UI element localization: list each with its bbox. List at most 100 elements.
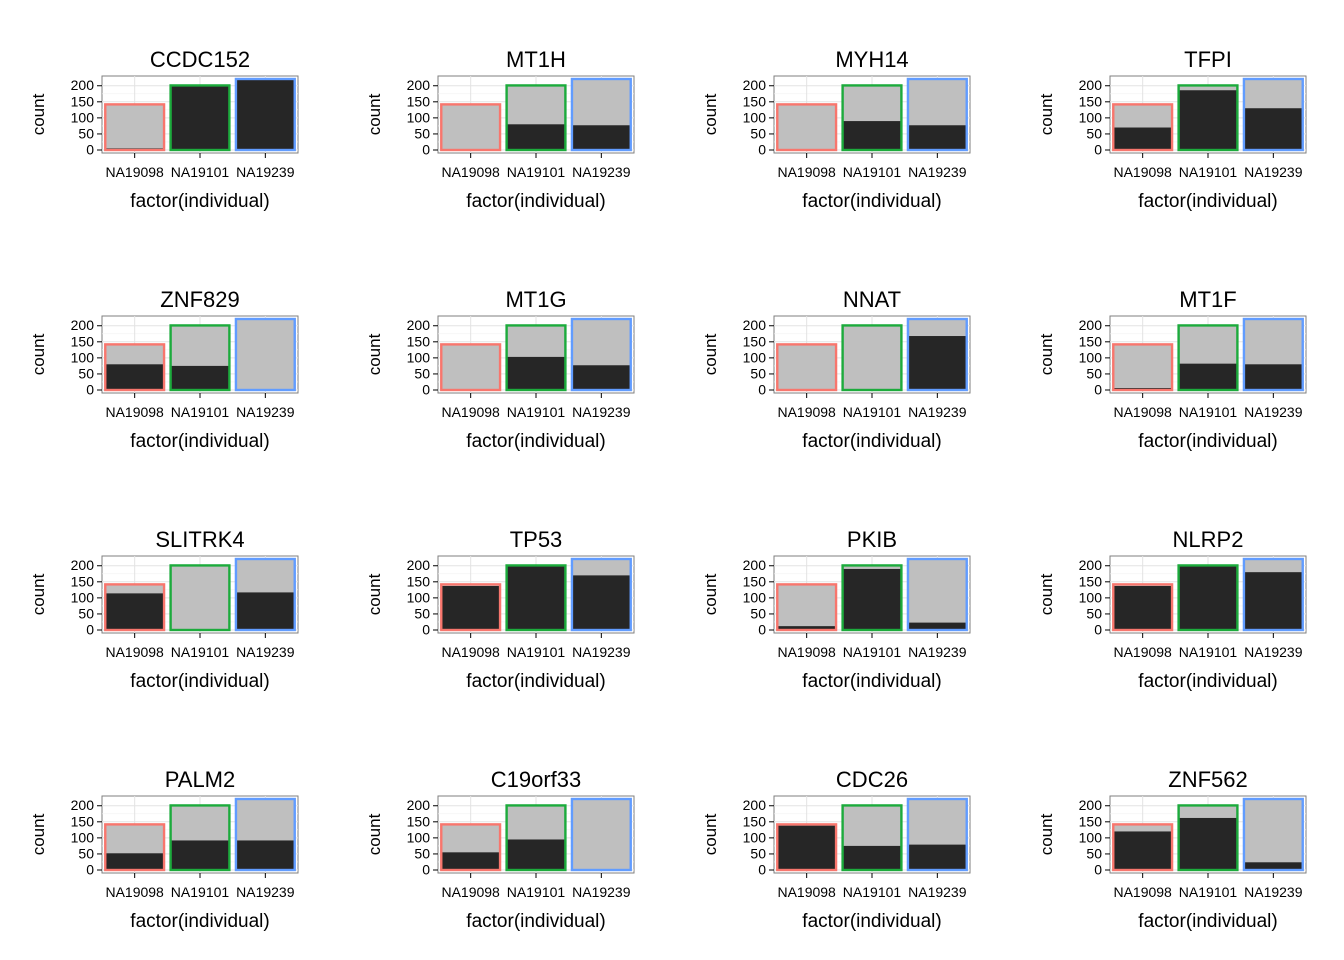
y-tick-label: 200: [407, 797, 431, 813]
bar-outline-na19239: [234, 557, 296, 632]
y-axis-title: count: [701, 573, 720, 615]
y-tick-label: 200: [1079, 797, 1103, 813]
y-axis-title: count: [1037, 333, 1056, 375]
panel-title: CDC26: [836, 767, 908, 792]
y-axis-title: count: [365, 333, 384, 375]
bar-lower-na19101: [170, 85, 230, 150]
bar-lower-na19098: [1113, 585, 1173, 630]
y-tick-label: 100: [1079, 829, 1103, 845]
y-axis-title: count: [365, 813, 384, 855]
x-tick-label: NA19239: [908, 164, 967, 180]
bar-lower-na19101: [1178, 363, 1238, 390]
bar-lower-na19098: [105, 593, 165, 630]
y-tick-label: 150: [407, 333, 431, 349]
bar-outline-na19239: [1242, 317, 1304, 392]
bar-outline-na19098: [440, 583, 502, 632]
bar-lower-na19239: [1243, 862, 1303, 870]
bar-outline-na19098: [104, 343, 166, 392]
x-tick-label: NA19239: [908, 644, 967, 660]
bar-lower-na19239: [1243, 364, 1303, 390]
y-tick-label: 0: [758, 382, 766, 398]
y-axis-title: count: [701, 93, 720, 135]
x-tick-label: NA19098: [1113, 884, 1172, 900]
bar-outline-na19098: [776, 103, 838, 152]
y-tick-label: 0: [86, 622, 94, 638]
y-tick-label: 100: [71, 589, 95, 605]
bar-outline-na19101: [1177, 564, 1239, 632]
panel-title: NLRP2: [1173, 527, 1244, 552]
panel-title: MT1F: [1179, 287, 1236, 312]
y-tick-label: 200: [407, 557, 431, 573]
y-tick-label: 200: [743, 797, 767, 813]
y-tick-label: 0: [86, 862, 94, 878]
bar-outline-na19098: [104, 103, 166, 152]
bar-lower-na19098: [105, 853, 165, 870]
x-tick-label: NA19239: [572, 164, 631, 180]
bar-outline-na19098: [1112, 343, 1174, 392]
y-tick-label: 0: [422, 382, 430, 398]
panel-title: MT1H: [506, 47, 566, 72]
x-tick-label: NA19098: [777, 644, 836, 660]
x-tick-label: NA19101: [507, 404, 566, 420]
y-tick-label: 0: [422, 142, 430, 158]
x-axis-title: factor(individual): [130, 911, 269, 932]
y-tick-label: 200: [71, 77, 95, 93]
x-tick-label: NA19101: [1179, 644, 1238, 660]
y-tick-label: 200: [1079, 557, 1103, 573]
bar-outline-na19239: [906, 317, 968, 392]
bar-upper-na19239: [1243, 799, 1303, 870]
y-tick-label: 200: [71, 317, 95, 333]
y-tick-label: 50: [1086, 845, 1102, 861]
bar-outline-na19239: [234, 797, 296, 872]
y-tick-label: 150: [71, 813, 95, 829]
bar-outline-na19101: [169, 84, 231, 152]
x-tick-label: NA19101: [171, 404, 230, 420]
bar-outline-na19101: [1177, 324, 1239, 392]
panel-title: PKIB: [847, 527, 897, 552]
bar-outline-na19098: [1112, 823, 1174, 872]
x-axis-title: factor(individual): [1138, 671, 1277, 692]
x-axis-title: factor(individual): [802, 671, 941, 692]
y-tick-label: 150: [1079, 813, 1103, 829]
y-tick-label: 50: [1086, 365, 1102, 381]
bar-outline-na19098: [440, 823, 502, 872]
x-tick-label: NA19239: [1244, 644, 1303, 660]
bar-outline-na19239: [570, 77, 632, 152]
x-tick-label: NA19101: [507, 884, 566, 900]
y-tick-label: 50: [750, 125, 766, 141]
y-tick-label: 50: [750, 845, 766, 861]
bar-outline-na19098: [776, 583, 838, 632]
bar-lower-na19098: [441, 585, 501, 630]
x-tick-label: NA19239: [236, 404, 295, 420]
bar-outline-na19101: [505, 804, 567, 872]
bar-outline-na19239: [234, 77, 296, 152]
bar-lower-na19239: [571, 365, 631, 390]
y-tick-label: 200: [407, 77, 431, 93]
x-tick-label: NA19098: [105, 164, 164, 180]
bar-outline-na19239: [570, 317, 632, 392]
y-tick-label: 0: [1094, 382, 1102, 398]
y-tick-label: 200: [743, 557, 767, 573]
y-tick-label: 200: [407, 317, 431, 333]
y-tick-label: 100: [71, 109, 95, 125]
bar-lower-na19239: [907, 125, 967, 150]
x-tick-label: NA19098: [1113, 644, 1172, 660]
bar-outline-na19101: [169, 804, 231, 872]
y-tick-label: 150: [71, 93, 95, 109]
bar-lower-na19098: [777, 825, 837, 870]
y-tick-label: 150: [71, 333, 95, 349]
bar-upper-na19098: [105, 104, 165, 150]
bar-outline-na19098: [440, 103, 502, 152]
y-tick-label: 100: [71, 349, 95, 365]
bar-outline-na19101: [841, 804, 903, 872]
x-tick-label: NA19098: [105, 884, 164, 900]
bar-upper-na19098: [777, 344, 837, 390]
x-tick-label: NA19098: [441, 404, 500, 420]
